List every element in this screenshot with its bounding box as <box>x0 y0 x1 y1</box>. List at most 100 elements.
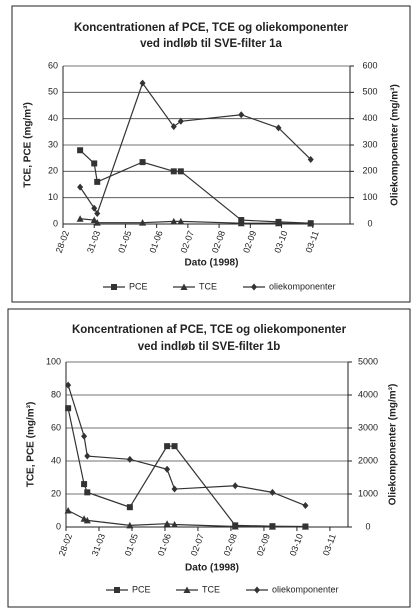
y2-tick-label: 200 <box>362 166 377 176</box>
marker <box>126 455 133 463</box>
marker <box>171 485 178 493</box>
y2-axis-label: Oliekomponenter (mg/m³) <box>390 84 401 206</box>
y-tick-label: 10 <box>48 192 58 202</box>
marker <box>91 204 98 212</box>
marker <box>171 443 178 450</box>
chart-title: Koncentrationen af PCE, TCE og oliekompo… <box>72 324 347 336</box>
marker <box>64 507 72 514</box>
series-line <box>67 408 306 528</box>
chart-frame <box>7 308 411 608</box>
marker <box>307 155 314 163</box>
marker <box>126 521 134 529</box>
y-axis-label: TCE, PCE (mg/m³) <box>23 102 34 188</box>
legend-label: TCE <box>199 281 217 291</box>
marker <box>177 117 184 125</box>
y2-axis-label: Oliekomponenter (mg/m³) <box>388 384 399 506</box>
marker <box>275 124 282 132</box>
series-line <box>67 384 306 507</box>
marker <box>254 586 260 594</box>
chart-title: ved indløb til SVE-filter 1a <box>140 38 282 50</box>
y-tick-label: 40 <box>51 455 61 465</box>
legend-label: PCE <box>129 281 148 291</box>
y-tick-label: 80 <box>51 389 61 399</box>
marker <box>180 283 188 290</box>
marker <box>171 521 179 528</box>
marker <box>170 123 177 131</box>
y2-tick-label: 300 <box>362 139 377 149</box>
marker <box>307 219 315 227</box>
x-tick-label: 03-11 <box>321 533 338 557</box>
marker <box>275 219 283 227</box>
x-tick-label: 31-03 <box>85 229 102 254</box>
marker <box>301 523 309 530</box>
marker <box>251 283 257 291</box>
marker <box>114 587 120 593</box>
marker <box>177 168 184 175</box>
series-line <box>79 149 311 224</box>
x-tick-label: 03-10 <box>288 532 305 557</box>
marker <box>94 209 101 217</box>
y2-tick-label: 2000 <box>358 455 378 465</box>
x-tick-label: 01-05 <box>116 229 133 254</box>
marker <box>237 219 245 227</box>
marker <box>163 520 171 527</box>
y2-tick-label: 600 <box>362 60 377 70</box>
legend-label: PCE <box>132 584 151 594</box>
x-tick-label: 28-02 <box>54 229 71 254</box>
chart-frame <box>11 5 411 303</box>
x-tick-label: 01-06 <box>156 532 173 557</box>
marker <box>139 159 146 166</box>
marker <box>238 111 245 119</box>
x-tick-label: 31-03 <box>90 532 107 557</box>
marker <box>94 178 101 185</box>
x-tick-label: 28-02 <box>57 532 74 557</box>
x-axis-label: Dato (1998) <box>185 258 239 269</box>
x-tick-label: 03-11 <box>304 230 321 254</box>
marker <box>65 405 72 412</box>
y-tick-label: 30 <box>48 139 58 149</box>
marker <box>93 219 101 226</box>
legend-label: oliekomponenter <box>269 281 336 291</box>
x-tick-label: 01-05 <box>123 532 140 557</box>
x-axis-label: Dato (1998) <box>185 563 239 574</box>
marker <box>126 504 133 511</box>
marker <box>231 523 239 530</box>
x-tick-label: 02-07 <box>189 532 206 557</box>
marker <box>76 215 84 222</box>
x-tick-label: 02-08 <box>222 532 239 557</box>
y-tick-label: 50 <box>48 87 58 97</box>
y2-tick-label: 1000 <box>358 488 378 498</box>
marker <box>302 502 309 510</box>
y2-tick-label: 0 <box>365 521 370 531</box>
y2-tick-label: 100 <box>362 192 377 202</box>
marker <box>164 443 171 450</box>
marker <box>111 284 117 290</box>
marker <box>268 523 276 530</box>
y2-tick-label: 400 <box>362 113 377 123</box>
y-tick-label: 0 <box>56 521 61 531</box>
marker <box>170 217 178 225</box>
y-tick-label: 40 <box>48 113 58 123</box>
marker <box>83 516 91 524</box>
y-tick-label: 60 <box>51 422 61 432</box>
y-tick-label: 20 <box>51 488 61 498</box>
marker <box>81 432 88 440</box>
y2-tick-label: 0 <box>367 218 372 228</box>
marker <box>77 147 84 154</box>
chart-title: ved indløb til SVE-filter 1b <box>138 341 281 353</box>
chart-title: Koncentrationen af PCE, TCE og oliekompo… <box>74 22 349 34</box>
legend-label: TCE <box>202 584 220 594</box>
marker <box>183 586 191 593</box>
marker <box>77 183 84 191</box>
marker <box>232 482 239 490</box>
marker <box>84 452 91 460</box>
y-tick-label: 100 <box>46 356 61 366</box>
y2-tick-label: 500 <box>362 87 377 97</box>
x-tick-label: 01-06 <box>147 229 164 254</box>
marker <box>170 168 177 175</box>
x-tick-label: 02-08 <box>210 229 227 254</box>
y-tick-label: 20 <box>48 166 58 176</box>
y2-tick-label: 3000 <box>358 422 378 432</box>
marker <box>84 489 91 496</box>
x-tick-label: 02-09 <box>255 532 272 557</box>
